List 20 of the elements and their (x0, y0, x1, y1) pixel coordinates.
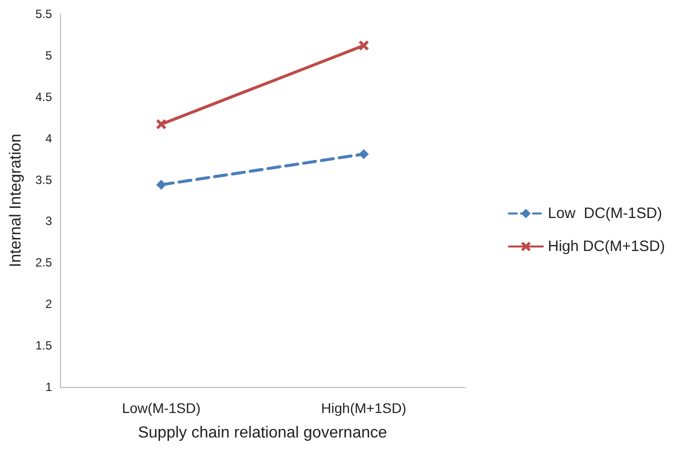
x-tick-label: High(M+1SD) (321, 400, 406, 416)
y-tick-label: 2 (45, 297, 52, 312)
y-tick-label: 5 (45, 48, 52, 62)
y-axis-title: Internal Integration (8, 134, 24, 268)
y-tick-label: 1 (45, 380, 52, 394)
legend-label: Low DC(M-1SD) (548, 205, 662, 222)
y-tick-label: 4 (45, 131, 52, 146)
x-tick-label: Low(M-1SD) (122, 400, 201, 416)
point (156, 180, 166, 190)
y-tick-label: 3.5 (35, 172, 52, 187)
y-tick-label: 1.5 (35, 338, 52, 353)
point (156, 119, 166, 130)
y-tick-label: 5.5 (35, 7, 52, 21)
x-axis-title: Supply chain relational governance (138, 424, 388, 442)
point (358, 40, 369, 50)
y-tick-label: 2.5 (35, 256, 52, 270)
y-tick-label: 4.5 (35, 90, 52, 104)
legend-label: High DC(M+1SD) (548, 238, 666, 255)
y-tick-label: 3 (45, 214, 52, 228)
point (358, 149, 369, 160)
